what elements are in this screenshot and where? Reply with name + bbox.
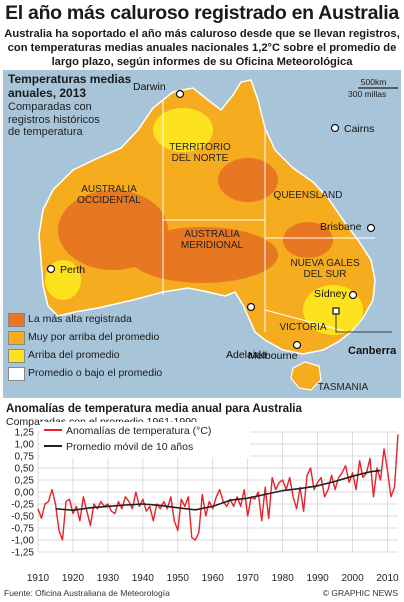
- y-tick-label: 1,25: [15, 428, 35, 439]
- y-tick-label: -1,25: [11, 548, 34, 559]
- y-tick-label: -0,75: [11, 524, 34, 535]
- region-nt: TERRITORIO DEL NORTE: [169, 142, 231, 164]
- x-tick-label: 1920: [62, 573, 85, 584]
- x-tick-label: 1980: [272, 573, 295, 584]
- city-canberra: Canberra: [348, 345, 397, 357]
- city-adelaide: Adelaida: [226, 349, 267, 361]
- legend-item-average: Promedio o bajo el promedio: [8, 367, 208, 381]
- legend-anomaly-label: Anomalías de temperatura (°C): [66, 425, 211, 437]
- scale-km: 500km: [360, 77, 387, 87]
- x-tick-label: 1930: [97, 573, 120, 584]
- hot-zone-qld: [283, 222, 333, 258]
- x-tick-label: 1960: [202, 573, 225, 584]
- legend-item-well-above: Muy por arriba del promedio: [8, 331, 208, 345]
- y-tick-label: -1,00: [11, 536, 34, 547]
- x-axis-ticks: 1910 1920 1930 1940 1950 1960 1970 1980 1990 2000…: [27, 573, 399, 584]
- y-tick-label: 1,00: [15, 440, 35, 451]
- x-tick-label: 1950: [167, 573, 190, 584]
- moving-average-series-line: [55, 469, 381, 511]
- city-marker-adelaide: [246, 302, 256, 312]
- mainland-shape: [38, 79, 376, 355]
- city-marker-brisbane: [366, 223, 376, 233]
- city-perth: Perth: [60, 264, 86, 276]
- city-marker-perth: [46, 264, 56, 274]
- region-wa: AUSTRALIA OCCIDENTAL: [77, 184, 141, 206]
- hot-zone-north: [218, 158, 278, 202]
- map-sub-line3: de temperatura: [8, 126, 83, 138]
- state-borders: [162, 100, 375, 333]
- city-marker-sydney: [348, 290, 358, 300]
- map-heading: Temperaturas medias anuales, 2013: [8, 72, 131, 100]
- city-marker-cairns: [330, 123, 340, 133]
- y-tick-label: -0,50: [11, 512, 34, 523]
- y-tick-label: 0,00: [15, 488, 35, 499]
- city-melbourne: Melbourne: [248, 350, 298, 362]
- legend-swatch: [8, 331, 25, 345]
- chart-legend-bg: [40, 422, 250, 458]
- map-scale: 500km 300 millas: [348, 76, 386, 100]
- map-sub-line2: registros históricos: [8, 113, 100, 126]
- region-vic: VICTORIA: [279, 322, 327, 333]
- australia-map: [38, 79, 398, 391]
- page-subtitle: Australia ha soportado el año más caluro…: [4, 28, 400, 68]
- y-tick-label: 0,25: [15, 476, 35, 487]
- city-darwin: Darwin: [133, 81, 166, 93]
- y-tick-label: -0,25: [11, 500, 34, 511]
- legend-label: Arriba del promedio: [28, 349, 120, 361]
- legend-swatch: [8, 367, 25, 381]
- x-tick-label: 1940: [132, 573, 155, 584]
- x-tick-label: 1910: [27, 573, 50, 584]
- legend-label: Promedio o bajo el promedio: [28, 367, 163, 379]
- legend-swatch: [8, 313, 25, 327]
- map-sub-line1: Comparadas con: [8, 101, 92, 113]
- city-cairns: Cairns: [344, 123, 375, 135]
- y-tick-label: 0,50: [15, 464, 35, 475]
- chart-legend: Anomalías de temperatura (°C) Promedio m…: [40, 422, 250, 458]
- credit: © GRAPHIC NEWS: [322, 588, 398, 598]
- chart-title: Anomalías de temperatura media anual par…: [6, 402, 302, 415]
- y-axis-ticks: 1,251,000,750,500,250,00-0,25-0,50-0,75-…: [11, 428, 34, 559]
- map-heading-line2: anuales, 2013: [8, 86, 87, 100]
- map-heading-line1: Temperaturas medias: [8, 72, 132, 86]
- map-subheading: Comparadas con registros históricos de t…: [8, 101, 100, 139]
- legend-item-above: Arriba del promedio: [8, 349, 208, 363]
- legend-item-highest: La más alta registrada: [8, 313, 208, 327]
- mild-zone-north: [153, 108, 213, 152]
- region-sa: AUSTRALIA MERIDIONAL: [180, 229, 244, 251]
- region-nsw: NUEVA GALES DEL SUR: [290, 258, 360, 280]
- page-title: El año más caluroso registrado en Austra…: [5, 2, 399, 24]
- scale-miles: 300 millas: [348, 89, 387, 99]
- city-marker-melbourne: [292, 340, 302, 350]
- legend-label: La más alta registrada: [28, 313, 132, 325]
- hot-zone-centre: [128, 227, 278, 283]
- city-brisbane: Brisbane: [320, 221, 362, 233]
- tasmania-shape: [290, 361, 322, 391]
- source-note: Fuente: Oficina Australiana de Meteorolo…: [4, 588, 170, 598]
- x-tick-label: 1970: [237, 573, 260, 584]
- canberra-leader: [335, 314, 392, 333]
- legend-swatch: [8, 349, 25, 363]
- x-tick-label: 1990: [306, 573, 329, 584]
- city-sydney: Sídney: [314, 288, 347, 300]
- region-qld: QUEENSLAND: [273, 190, 343, 201]
- y-tick-label: 0,75: [15, 452, 35, 463]
- city-marker-darwin: [175, 89, 185, 99]
- x-tick-label: 2010: [376, 573, 399, 584]
- region-tas: TASMANIA: [317, 382, 369, 393]
- legend-label: Muy por arriba del promedio: [28, 331, 160, 343]
- legend-ma-label: Promedio móvil de 10 años: [66, 441, 193, 453]
- x-tick-label: 2000: [341, 573, 364, 584]
